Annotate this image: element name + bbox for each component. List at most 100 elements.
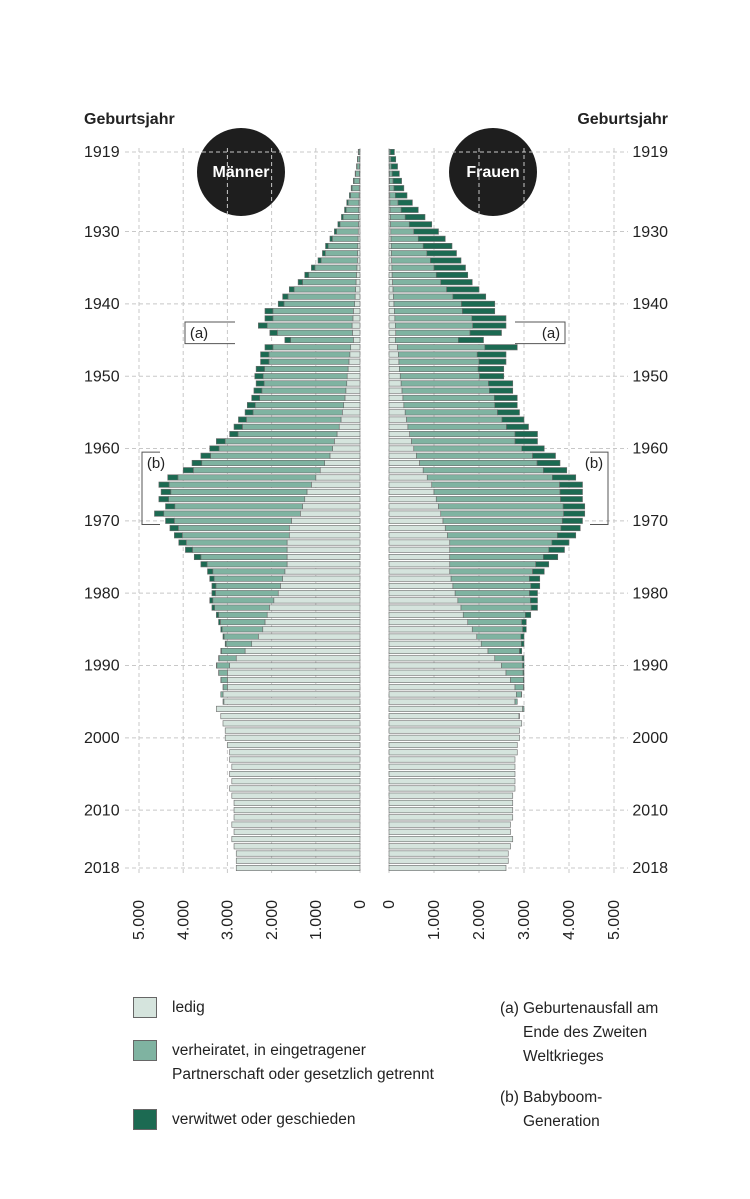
bar [391, 264, 435, 271]
bar [461, 300, 496, 307]
bar [357, 250, 361, 257]
value-tick-label: 5.000 [606, 900, 623, 940]
bar [395, 329, 471, 336]
bar [460, 604, 532, 611]
bar [350, 185, 353, 192]
bar [471, 626, 523, 633]
bar [388, 481, 433, 488]
bar [390, 235, 419, 242]
bar [225, 640, 253, 647]
bar [233, 843, 361, 850]
bar [390, 163, 398, 170]
bar [177, 474, 317, 481]
annotation-label: (b) [147, 455, 165, 472]
bar [521, 445, 545, 452]
bar [222, 720, 361, 727]
bar [235, 864, 361, 871]
bar [388, 243, 392, 250]
bar [388, 611, 464, 618]
bar [231, 836, 361, 843]
bar [224, 727, 361, 734]
bar [237, 431, 338, 438]
bar [344, 206, 347, 213]
bar [388, 402, 405, 409]
bar [206, 561, 288, 568]
bar [388, 590, 456, 597]
bar [406, 416, 503, 423]
bar [220, 626, 223, 633]
legend-swatch [133, 1109, 157, 1130]
bar [388, 575, 452, 582]
bar [315, 474, 361, 481]
bar [497, 409, 520, 416]
bar [200, 561, 208, 568]
bar [426, 474, 553, 481]
bar [388, 554, 451, 561]
bar [178, 525, 290, 532]
bar [282, 575, 361, 582]
bar [388, 662, 502, 669]
bar [158, 496, 169, 503]
bar [293, 286, 356, 293]
value-tick-label: 1.000 [308, 900, 325, 940]
bar [562, 503, 586, 510]
bar [422, 243, 453, 250]
bar [165, 517, 175, 524]
bar [325, 250, 358, 257]
year-tick-label: 2018 [632, 860, 668, 877]
bar [388, 387, 403, 394]
panel-title: Männer [213, 164, 270, 181]
bar [388, 778, 516, 785]
bar [388, 235, 392, 242]
bar [388, 604, 462, 611]
bar [304, 271, 310, 278]
bar [430, 257, 462, 264]
bar [246, 402, 256, 409]
bar [529, 597, 538, 604]
bar [510, 676, 524, 683]
annotation-label: (a) [190, 325, 208, 342]
bar [229, 770, 361, 777]
bar [235, 857, 361, 864]
bar [215, 582, 281, 589]
bar [449, 539, 553, 546]
bar [158, 481, 170, 488]
bar [286, 539, 361, 546]
value-tick-label: 2.000 [264, 900, 281, 940]
bar [392, 279, 442, 286]
bar [227, 676, 361, 683]
year-tick-label: 2010 [84, 802, 120, 819]
bar [220, 691, 224, 698]
bar [235, 850, 361, 857]
bar [390, 243, 424, 250]
bar [353, 177, 355, 184]
legend-swatch [133, 997, 157, 1018]
bar [212, 568, 286, 575]
bar [388, 705, 523, 712]
legend-swatch [133, 1040, 157, 1061]
bar [213, 575, 283, 582]
bar [388, 452, 417, 459]
bar [391, 250, 428, 257]
bar [472, 322, 507, 329]
bar [388, 329, 397, 336]
bar [277, 590, 361, 597]
bar [287, 293, 356, 300]
bar [388, 727, 520, 734]
bar [351, 322, 361, 329]
bar [221, 626, 264, 633]
bar [229, 785, 361, 792]
bar [462, 308, 496, 315]
bar [552, 474, 577, 481]
bar [216, 705, 361, 712]
year-tick-label: 1990 [84, 658, 120, 675]
bar [263, 380, 348, 387]
bar [319, 467, 361, 474]
bar [388, 416, 407, 423]
bar [476, 351, 507, 358]
bar [324, 459, 361, 466]
bar [174, 517, 292, 524]
bar [218, 655, 237, 662]
bar [446, 286, 480, 293]
bar [397, 344, 486, 351]
